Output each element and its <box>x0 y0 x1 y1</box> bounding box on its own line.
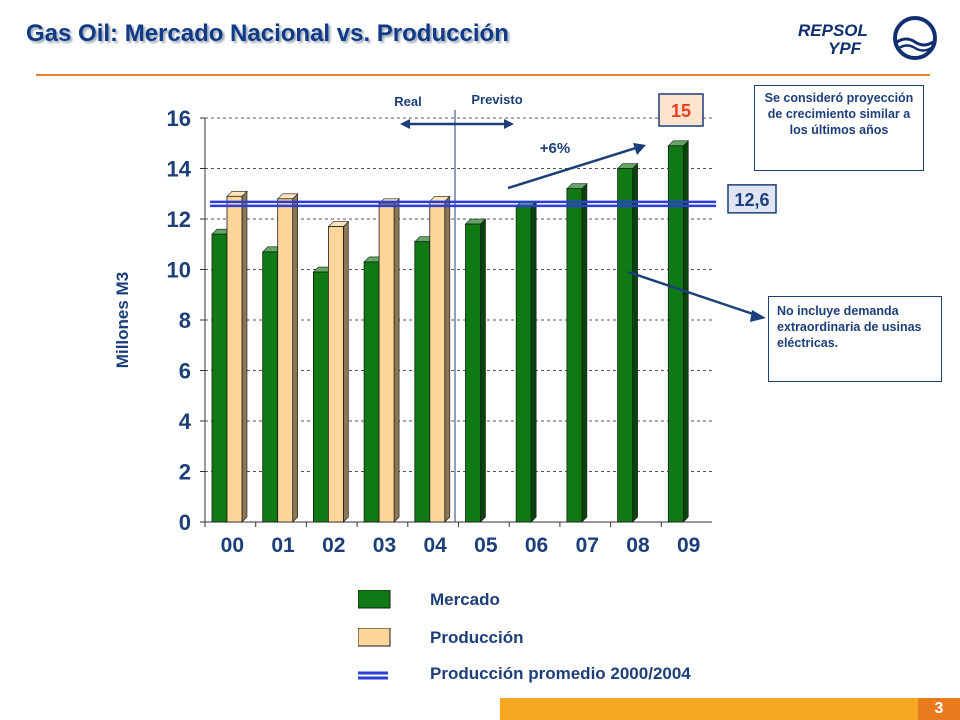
bar-produccion <box>276 193 299 523</box>
y-tick-label: 14 <box>167 157 192 182</box>
x-tick-label: 08 <box>626 534 650 557</box>
x-tick-label: 06 <box>525 534 548 557</box>
repsol-ypf-logo: REPSOL YPF <box>798 16 937 60</box>
growth-arrow-head <box>633 143 646 155</box>
x-tick-label: 04 <box>423 534 447 557</box>
legend-label-promedio: Producción promedio 2000/2004 <box>430 664 691 683</box>
bar-produccion <box>429 195 451 523</box>
real-label: Real <box>394 94 421 109</box>
reference-label-box <box>727 184 777 214</box>
y-tick-label: 0 <box>179 510 191 535</box>
x-tick-label: 01 <box>271 534 295 557</box>
logo-line1: REPSOL <box>798 21 868 40</box>
page-number: 3 <box>918 698 960 720</box>
peak-label-box <box>658 93 704 127</box>
bar-produccion <box>378 198 400 523</box>
bar-mercado <box>667 140 690 523</box>
projection-note: Se consideró proyección de crecimiento s… <box>754 85 924 171</box>
exclusion-note: No incluye demanda extraordinaria de usi… <box>768 296 942 382</box>
bars <box>211 140 690 523</box>
x-tick-labels: 00 01 02 03 04 05 06 07 08 09 <box>204 522 700 557</box>
note-pointer-arrow <box>627 270 757 317</box>
reference-line-group: 12,6 <box>210 184 777 214</box>
legend-label-produccion: Producción <box>430 628 524 647</box>
peak-label: 15 <box>671 101 691 121</box>
y-tick-label: 10 <box>167 258 191 283</box>
bar-mercado <box>566 182 588 523</box>
y-tick-labels: 0 2 4 6 8 10 12 14 16 <box>167 106 192 535</box>
x-tick-label: 03 <box>373 534 396 557</box>
growth-arrow <box>507 146 637 190</box>
arrow-left-head <box>400 119 410 129</box>
note-pointer-head <box>750 310 766 322</box>
legend-swatch-produccion <box>358 628 391 647</box>
page-title: Gas Oil: Mercado Nacional vs. Producción <box>26 20 509 47</box>
bar-mercado <box>515 200 537 523</box>
arrow-right-head <box>504 119 514 129</box>
bar-mercado <box>464 218 487 523</box>
y-tick-label: 12 <box>167 207 191 232</box>
x-tick-label: 05 <box>474 534 498 557</box>
y-tick-label: 4 <box>179 409 192 434</box>
legend-swatch-promedio <box>358 671 388 680</box>
x-tick-label: 00 <box>221 534 244 557</box>
x-tick-label: 07 <box>576 534 599 557</box>
footer-bar <box>500 698 918 720</box>
x-tick-label: 02 <box>322 534 345 557</box>
title-divider <box>36 74 930 76</box>
bar-mercado <box>616 162 639 523</box>
y-tick-label: 16 <box>167 106 191 131</box>
bar-produccion <box>327 220 350 523</box>
reference-label: 12,6 <box>734 190 769 210</box>
y-tick-label: 2 <box>179 460 191 485</box>
legend-swatch-mercado <box>358 590 391 609</box>
growth-label: +6% <box>540 140 570 157</box>
x-tick-label: 09 <box>677 534 700 557</box>
y-tick-label: 6 <box>179 359 191 384</box>
logo-line2: YPF <box>828 39 862 58</box>
previsto-label: Previsto <box>471 92 522 107</box>
y-axis-label: Millones M3 <box>113 272 132 368</box>
legend-label-mercado: Mercado <box>430 590 500 609</box>
bar-produccion <box>226 190 248 523</box>
y-tick-label: 8 <box>179 308 191 333</box>
